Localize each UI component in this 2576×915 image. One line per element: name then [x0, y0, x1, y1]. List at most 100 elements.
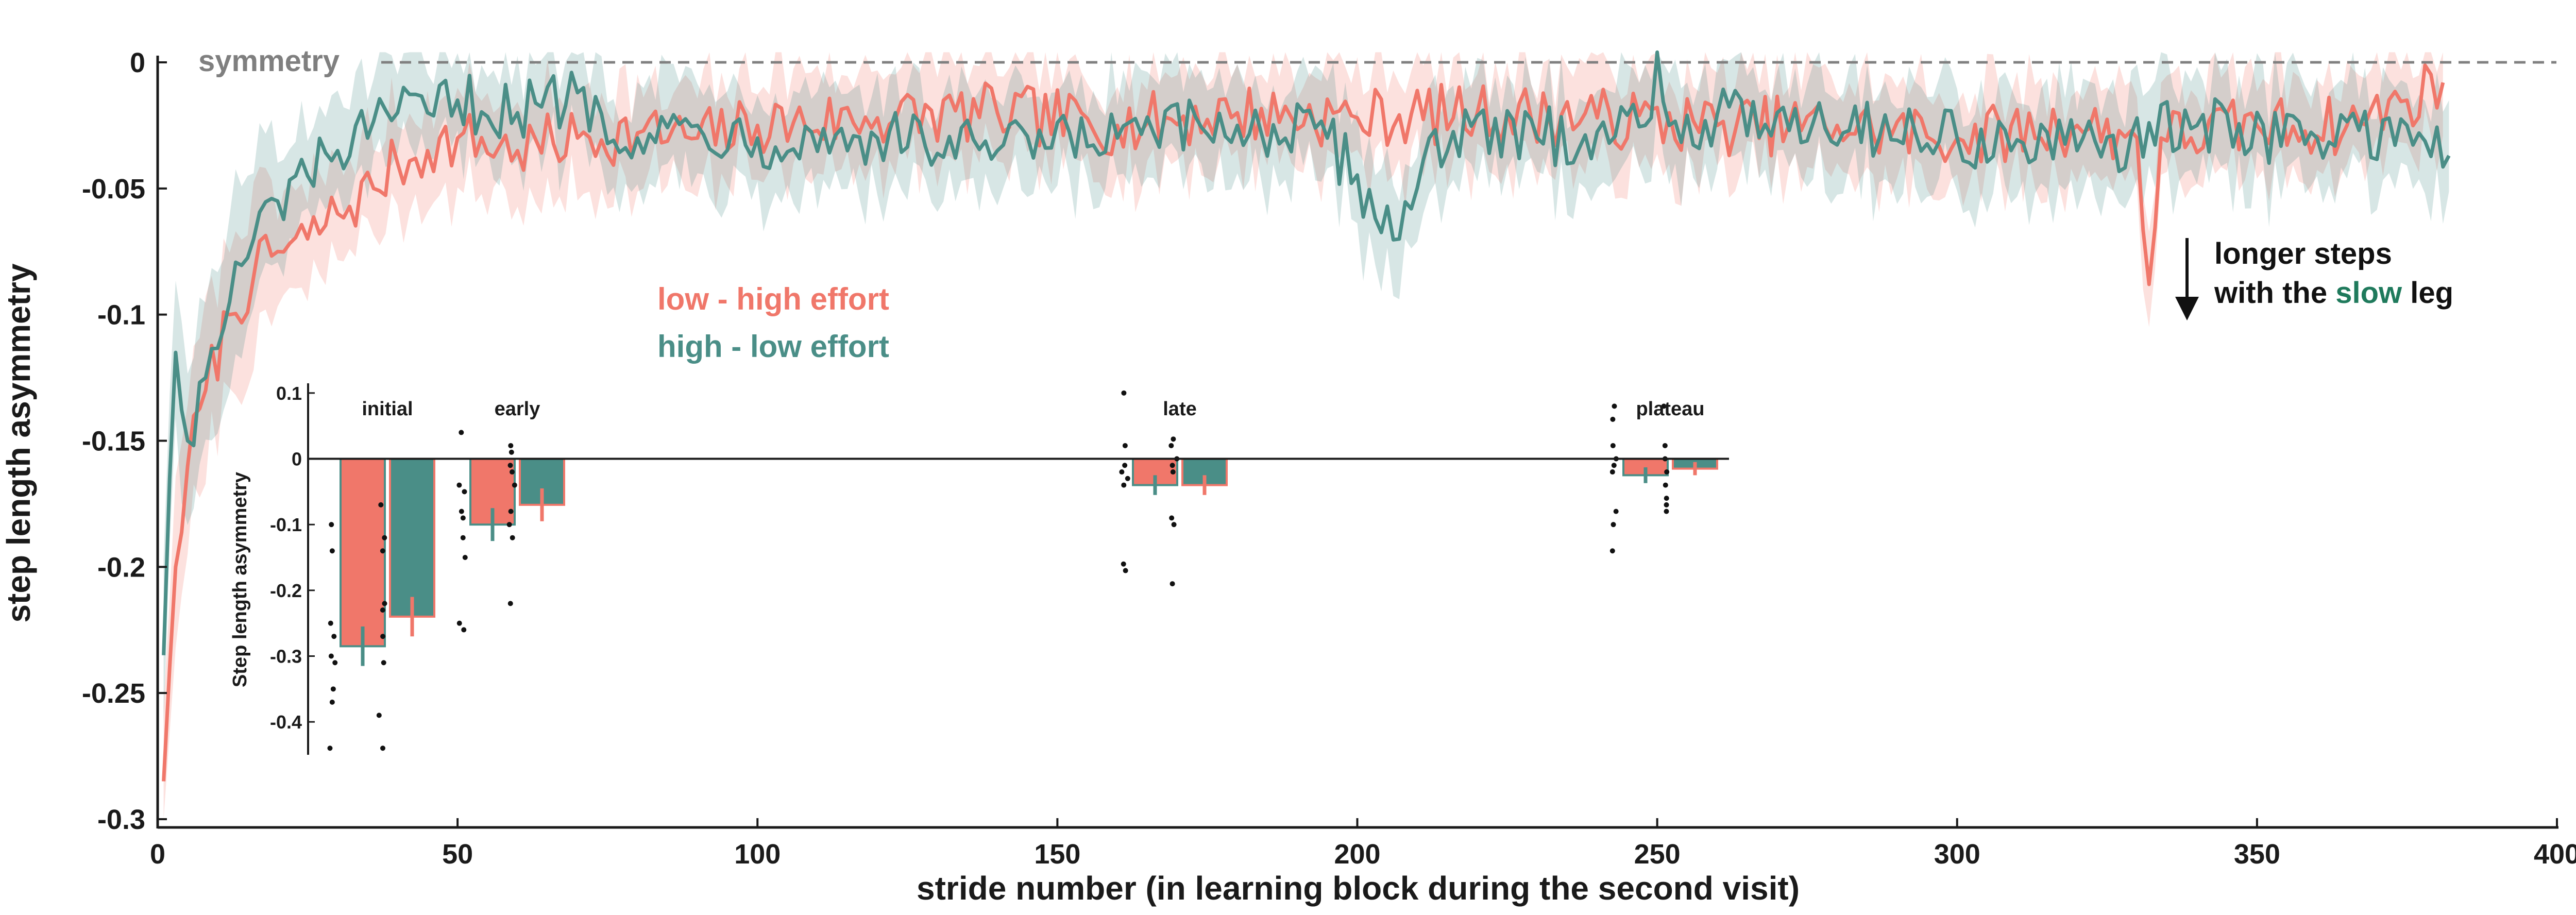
legend: low - high effort high - low effort	[657, 282, 889, 364]
inset-data-point	[380, 745, 385, 751]
inset-data-point	[508, 443, 514, 448]
inset-y-tick-label: 0	[292, 449, 302, 470]
inset-data-point	[459, 430, 464, 435]
symmetry-label: symmetry	[198, 44, 340, 78]
inset-data-point	[1170, 581, 1175, 587]
inset-data-point	[331, 634, 337, 639]
annotation: longer steps with the slow leg	[2175, 237, 2453, 320]
inset-phase-label-early: early	[495, 398, 540, 420]
inset-data-point	[507, 463, 513, 468]
annotation-slow-word: slow	[2335, 276, 2402, 310]
inset-data-point	[510, 469, 515, 475]
inset-data-point	[1663, 482, 1668, 488]
inset-data-point	[1664, 509, 1669, 514]
x-tick-label: 0	[150, 839, 165, 870]
inset-bar-initial-low-high	[340, 458, 386, 648]
inset-data-point	[329, 548, 335, 554]
y-tick-label: -0.2	[97, 552, 145, 583]
inset-data-point	[332, 660, 338, 666]
inset-data-point	[382, 535, 387, 540]
inset-y-axis-label: Step length asymmetry	[229, 472, 251, 687]
x-ticks: 0 50 100 150 200 250 300 350 400	[150, 818, 2576, 870]
annotation-line1: longer steps	[2214, 237, 2392, 270]
inset-bars	[340, 458, 1718, 648]
down-arrow-icon	[2175, 297, 2199, 320]
y-tick-label: 0	[130, 47, 145, 78]
inset-data-point	[1661, 403, 1667, 409]
inset-data-point	[1610, 443, 1616, 448]
inset-phase-label-plateau: plateau	[1636, 398, 1704, 420]
inset-data-point	[1613, 509, 1619, 514]
inset-data-point	[380, 634, 386, 639]
inset-data-point	[1121, 482, 1127, 488]
inset-data-point	[1170, 469, 1176, 475]
inset-data-point	[1121, 561, 1126, 567]
series-line-high-low	[162, 50, 2451, 655]
y-tick-label: -0.05	[82, 174, 145, 205]
legend-low-high: low - high effort	[657, 282, 889, 316]
y-tick-label: -0.3	[97, 804, 145, 835]
inset-data-point	[1169, 515, 1175, 521]
main-series-lines	[162, 50, 2451, 782]
inset-data-point	[456, 482, 462, 488]
inset-data-point	[329, 699, 335, 705]
inset-data-point	[1122, 463, 1128, 468]
x-axis-label: stride number (in learning block during …	[917, 870, 1800, 907]
inset-data-point	[1168, 443, 1174, 448]
inset-data-point	[382, 601, 387, 606]
inset-data-point	[1611, 522, 1616, 528]
x-tick-label: 200	[1334, 839, 1380, 870]
series-line-low-high	[162, 63, 2445, 782]
inset-data-point	[380, 548, 385, 554]
main-error-bands	[163, 52, 2449, 819]
inset-y-tick-label: -0.4	[270, 711, 302, 733]
inset-data-point	[509, 449, 514, 455]
inset-y-tick-label: -0.2	[270, 580, 302, 601]
inset-data-point	[378, 502, 384, 507]
y-tick-label: -0.15	[82, 426, 145, 457]
inset-data-point	[1664, 496, 1669, 501]
y-ticks: -0.3 -0.25 -0.2 -0.15 -0.1 -0.05 0	[82, 47, 167, 835]
inset-data-point	[506, 522, 512, 528]
inset-phase-labels: initial early late plateau	[362, 398, 1704, 420]
inset-data-point	[328, 620, 333, 626]
y-axis-label: step length asymmetry	[0, 263, 37, 623]
x-tick-label: 300	[1934, 839, 1980, 870]
inset-y-tick-label: -0.1	[270, 514, 302, 535]
inset-data-point	[462, 555, 468, 560]
inset-data-point	[1123, 568, 1128, 573]
inset-error-bars	[361, 462, 1697, 666]
inset-data-point	[1125, 476, 1130, 481]
inset-data-point	[456, 620, 462, 626]
inset-data-point	[381, 660, 386, 666]
inset-data-point	[462, 489, 467, 495]
inset-points	[327, 390, 1670, 751]
inset-data-point	[1610, 416, 1616, 422]
inset-data-point	[1170, 463, 1175, 468]
inset-phase-label-initial: initial	[362, 398, 413, 420]
inset-bar-chart: 0.1 0 -0.1 -0.2 -0.3 -0.4 initial early late pla…	[229, 383, 1729, 755]
inset-y-ticks: 0.1 0 -0.1 -0.2 -0.3 -0.4	[270, 383, 315, 733]
inset-data-point	[329, 522, 334, 528]
inset-data-point	[1171, 522, 1177, 528]
inset-data-point	[1121, 390, 1127, 396]
x-tick-label: 100	[734, 839, 781, 870]
inset-data-point	[1612, 403, 1617, 409]
inset-data-point	[330, 686, 336, 692]
legend-high-low: high - low effort	[657, 329, 889, 364]
x-tick-label: 250	[1634, 839, 1681, 870]
inset-data-point	[1664, 502, 1669, 507]
annotation-line2: with the slow leg	[2214, 276, 2453, 310]
inset-data-point	[510, 535, 515, 540]
inset-data-point	[1662, 443, 1668, 448]
x-tick-label: 150	[1034, 839, 1080, 870]
inset-data-point	[1664, 469, 1670, 475]
inset-data-point	[508, 509, 514, 514]
inset-data-point	[459, 509, 464, 514]
inset-data-point	[1119, 469, 1125, 475]
y-tick-label: -0.25	[82, 678, 145, 709]
inset-y-tick-label: -0.3	[270, 646, 302, 667]
y-tick-label: -0.1	[97, 300, 145, 331]
inset-data-point	[1171, 436, 1176, 442]
